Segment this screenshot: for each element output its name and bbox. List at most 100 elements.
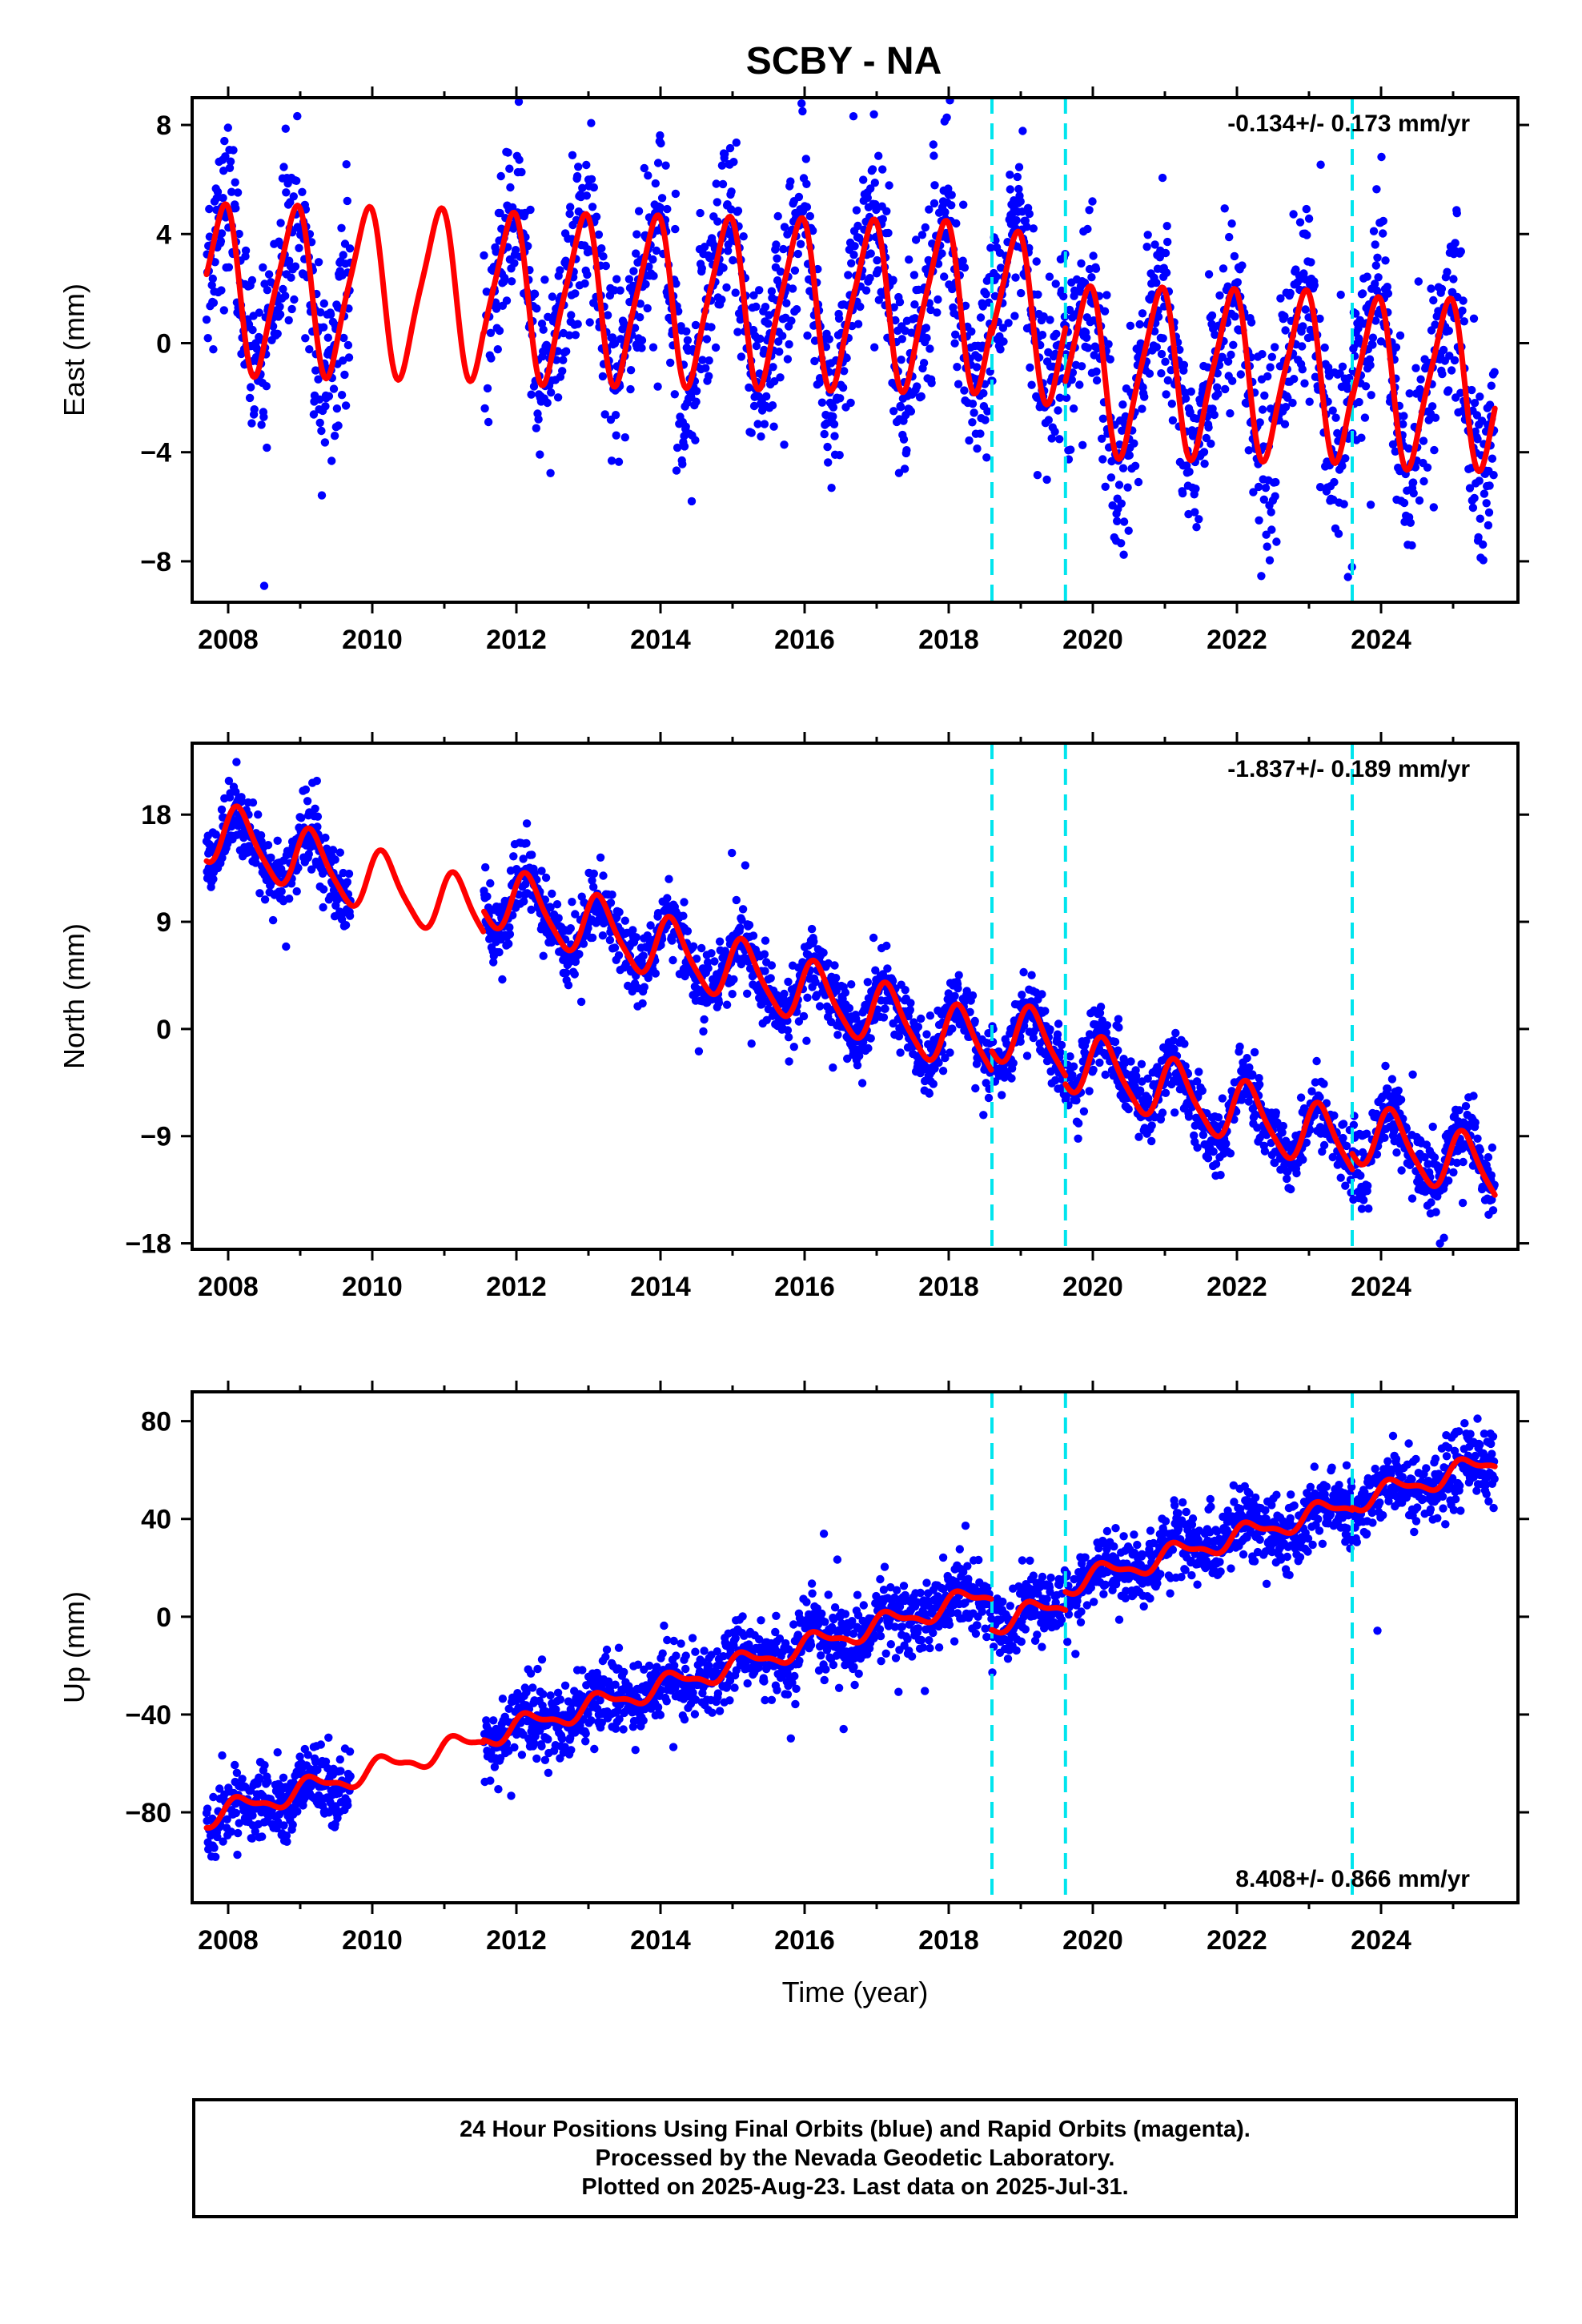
data-point (314, 258, 323, 267)
data-point (717, 161, 727, 170)
data-point (998, 324, 1008, 332)
y-tick-label: 9 (156, 907, 171, 938)
data-point (714, 999, 724, 1007)
data-point (729, 158, 738, 167)
data-point (1168, 416, 1178, 425)
data-point (636, 313, 644, 322)
data-point (312, 776, 321, 786)
data-point (776, 267, 785, 276)
data-point (696, 208, 705, 218)
data-point (1259, 495, 1269, 504)
data-point (1017, 288, 1026, 298)
data-point (547, 388, 556, 397)
data-point (1082, 333, 1091, 342)
data-point (508, 203, 517, 212)
data-point (1334, 529, 1343, 538)
data-point (1255, 1080, 1264, 1089)
data-point (1107, 456, 1116, 466)
data-point (697, 263, 706, 273)
data-point (1301, 305, 1310, 314)
data-point (761, 303, 770, 312)
y-tick-label: 4 (156, 219, 171, 250)
data-point (1154, 312, 1163, 321)
data-point (1303, 231, 1311, 239)
data-point (597, 244, 606, 253)
x-tick-label: 2008 (198, 1272, 259, 1302)
data-point (1236, 370, 1246, 379)
data-point (827, 484, 836, 493)
data-point (1214, 1113, 1223, 1122)
data-point (335, 848, 344, 857)
data-point (1114, 1015, 1123, 1023)
data-point (579, 939, 588, 948)
data-point (480, 251, 488, 260)
data-point (539, 325, 548, 334)
data-point (1387, 1075, 1397, 1084)
data-point (527, 390, 536, 399)
data-point (301, 785, 311, 794)
data-point (600, 410, 609, 419)
data-point (778, 332, 787, 340)
data-point (1444, 326, 1454, 336)
data-point (1038, 331, 1047, 340)
data-point (343, 340, 353, 350)
data-point (1374, 273, 1383, 282)
data-point (1152, 343, 1162, 352)
data-point (216, 237, 226, 246)
data-point (1072, 1096, 1081, 1105)
data-point (1132, 1072, 1141, 1081)
data-point (836, 394, 845, 403)
data-point (1318, 1147, 1327, 1156)
data-point (769, 363, 777, 372)
x-tick-label: 2012 (486, 625, 547, 655)
data-point (1250, 1047, 1259, 1057)
data-point (1488, 1143, 1497, 1152)
data-point (726, 205, 736, 214)
data-point (698, 356, 707, 364)
data-point (1480, 489, 1489, 498)
data-point (666, 358, 675, 368)
data-point (1361, 382, 1371, 391)
data-point (657, 194, 667, 203)
data-point (1465, 484, 1475, 493)
data-point (749, 291, 758, 300)
data-point (1114, 1046, 1122, 1055)
data-point (1469, 1092, 1478, 1100)
data-point (1142, 243, 1151, 251)
data-point (842, 354, 851, 363)
data-point (780, 989, 789, 999)
data-point (1263, 542, 1271, 551)
data-point (1414, 277, 1423, 286)
data-point (1281, 326, 1290, 335)
data-point (733, 207, 743, 215)
data-point (761, 967, 769, 975)
data-point (889, 303, 898, 312)
data-point (226, 157, 235, 166)
data-point (626, 366, 636, 375)
data-point (309, 410, 319, 419)
data-point (224, 776, 234, 786)
data-point (1394, 1086, 1403, 1096)
data-point (701, 243, 709, 251)
data-point (881, 1004, 889, 1013)
data-point (1487, 1171, 1496, 1180)
data-point (790, 266, 800, 275)
data-point (1366, 501, 1375, 509)
data-point (866, 249, 875, 258)
data-point (610, 339, 620, 348)
data-point (789, 1043, 798, 1051)
data-point (1052, 329, 1061, 339)
data-point (941, 1053, 950, 1063)
data-point (721, 150, 729, 159)
data-point (616, 286, 624, 295)
data-point (906, 407, 916, 416)
data-point (950, 339, 959, 348)
data-point (1248, 1070, 1257, 1079)
data-point (678, 460, 687, 468)
data-point (209, 345, 218, 354)
data-point (1135, 320, 1144, 329)
data-point (281, 292, 290, 300)
data-point (1204, 270, 1214, 279)
data-point (856, 302, 865, 312)
data-point (507, 277, 516, 286)
